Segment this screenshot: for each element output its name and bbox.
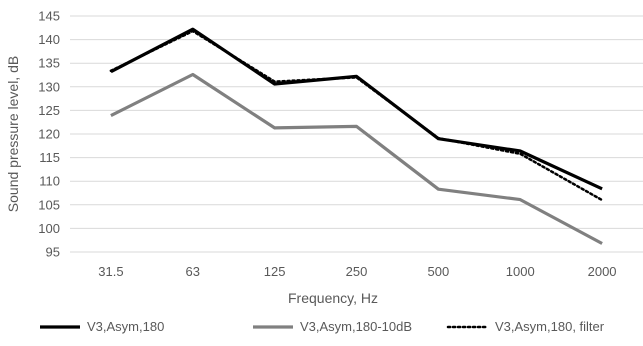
- y-tick-label: 140: [38, 32, 60, 47]
- legend: V3,Asym,180 V3,Asym,180-10dB V3,Asym,180, …: [40, 319, 605, 334]
- y-tick-labels: 95 100 105 110 115 120 125 130 135 140 145: [38, 9, 60, 260]
- y-tick-label: 100: [38, 221, 60, 236]
- y-tick-label: 95: [46, 245, 60, 260]
- series-line-1: [110, 27, 603, 191]
- y-tick-label: 105: [38, 197, 60, 212]
- series-line-2: [110, 72, 603, 245]
- legend-label-2: V3,Asym,180-10dB: [300, 319, 412, 334]
- y-tick-label: 110: [39, 174, 60, 189]
- y-tick-label: 125: [38, 103, 60, 118]
- x-tick-label: 125: [264, 264, 286, 279]
- series-lines: [109, 27, 604, 245]
- series-line-3: [109, 29, 604, 202]
- x-tick-label: 1000: [506, 264, 535, 279]
- gridlines: [70, 15, 643, 253]
- x-axis-title: Frequency, Hz: [288, 290, 378, 306]
- x-tick-label: 31.5: [98, 264, 123, 279]
- x-tick-label: 2000: [588, 264, 617, 279]
- y-tick-label: 120: [38, 127, 60, 142]
- y-tick-label: 115: [39, 150, 60, 165]
- legend-label-3: V3,Asym,180, filter: [495, 319, 605, 334]
- x-tick-label: 63: [186, 264, 200, 279]
- y-axis-title: Sound pressure level, dB: [5, 56, 21, 212]
- legend-label-1: V3,Asym,180: [87, 319, 164, 334]
- x-tick-label: 250: [346, 264, 368, 279]
- y-tick-label: 145: [38, 9, 60, 24]
- x-tick-labels: 31.5 63 125 250 500 1000 2000: [98, 264, 616, 279]
- y-tick-label: 130: [38, 79, 60, 94]
- y-tick-label: 135: [38, 56, 60, 71]
- x-tick-label: 500: [428, 264, 450, 279]
